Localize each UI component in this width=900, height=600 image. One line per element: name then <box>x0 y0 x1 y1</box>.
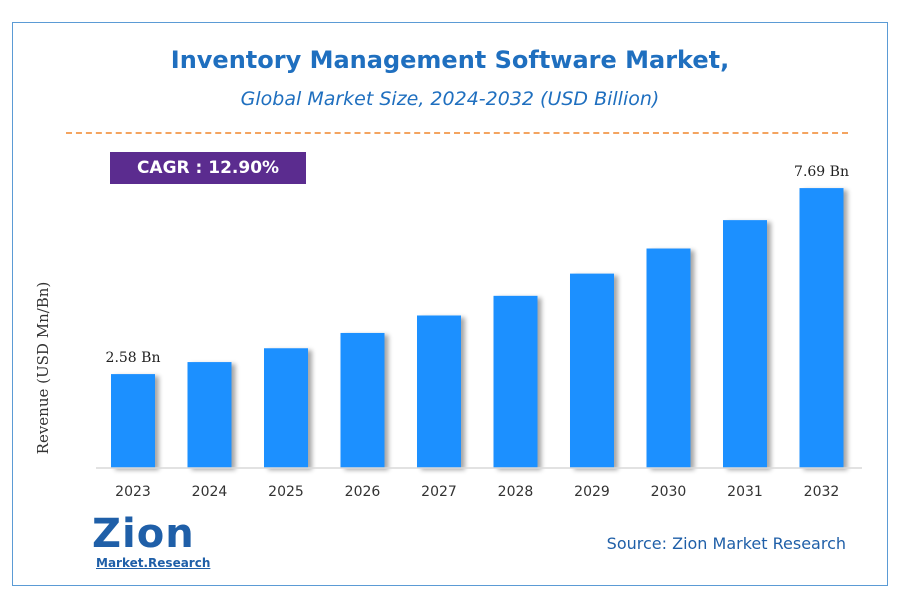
cagr-badge: CAGR : 12.90% <box>110 152 306 184</box>
bar-2032 <box>799 188 844 469</box>
logo-wordmark: Zion <box>92 511 195 557</box>
source-note: Source: Zion Market Research <box>606 534 846 553</box>
x-tick-label: 2032 <box>804 484 840 500</box>
logo-tagline: Market.Research <box>96 556 211 570</box>
x-tick-label: 2024 <box>192 484 228 500</box>
divider <box>66 132 848 134</box>
x-tick-label: 2028 <box>498 484 534 500</box>
chart-subtitle: Global Market Size, 2024-2032 (USD Billi… <box>240 88 660 110</box>
chart-frame <box>12 22 888 586</box>
data-label-2023: 2.58 Bn <box>106 350 161 366</box>
bar-2024 <box>187 362 232 468</box>
x-tick-label: 2025 <box>268 484 304 500</box>
zion-logo: Zion Market.Research <box>92 512 232 574</box>
x-tick-label: 2030 <box>651 484 687 500</box>
bar-2031 <box>723 220 767 468</box>
bar-2028 <box>493 295 538 468</box>
x-tick-label: 2029 <box>574 484 610 500</box>
bar-2023 <box>111 374 155 468</box>
bar-2026 <box>340 332 385 468</box>
bar-2029 <box>570 273 614 468</box>
data-label-2032: 7.69 Bn <box>794 164 849 180</box>
bar-2030 <box>646 248 691 468</box>
x-tick-label: 2027 <box>421 484 457 500</box>
chart-title: Inventory Management Software Market, <box>170 46 730 74</box>
x-tick-label: 2023 <box>115 484 151 500</box>
x-tick-label: 2026 <box>345 484 381 500</box>
bar-2027 <box>417 315 461 468</box>
bar-2025 <box>264 348 308 468</box>
x-tick-label: 2031 <box>727 484 763 500</box>
